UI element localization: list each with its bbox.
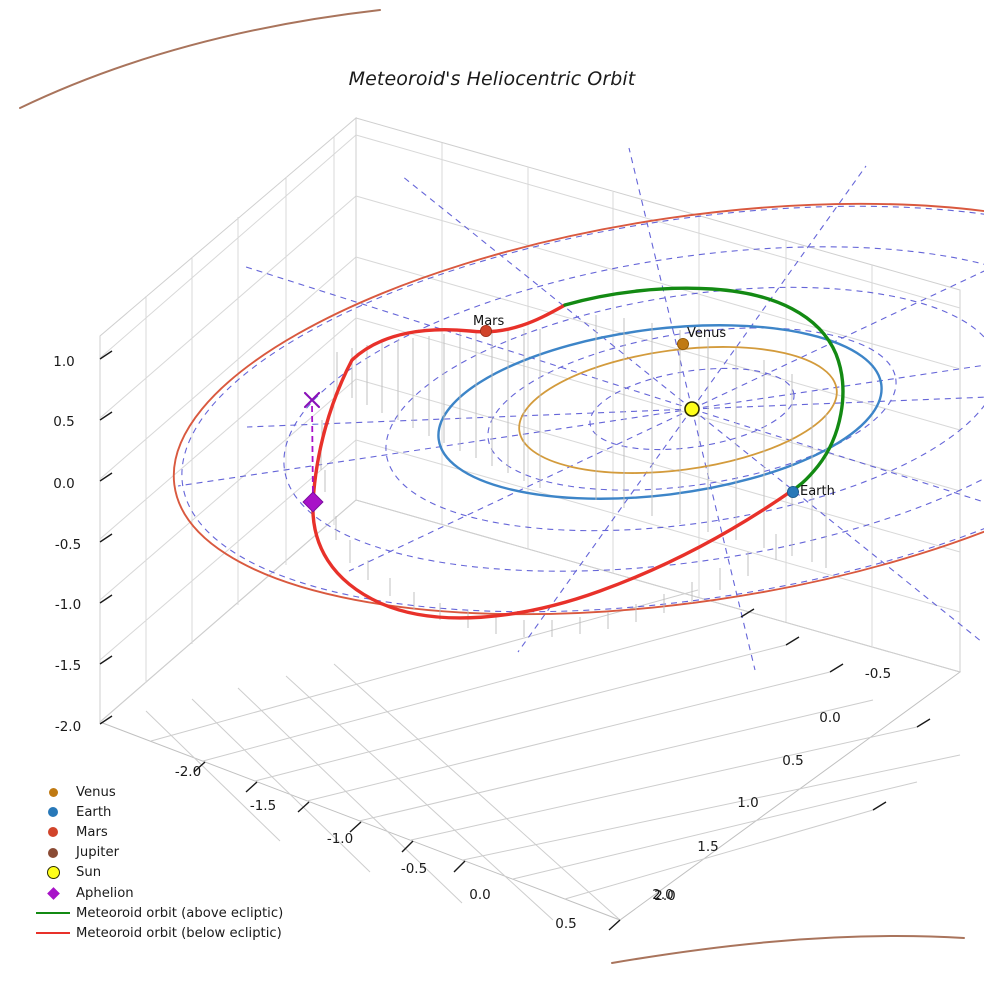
jupiter-dot-icon <box>30 847 76 858</box>
legend-item-sun[interactable]: Sun <box>30 863 330 883</box>
y-tick-label: -0.5 <box>864 666 892 682</box>
aphelion-group <box>302 391 324 513</box>
legend-label: Aphelion <box>76 885 134 901</box>
z-tick-label: 1.0 <box>53 354 75 370</box>
z-tick-label: -2.0 <box>54 719 82 735</box>
z-tick-label: -1.0 <box>54 597 82 613</box>
z-tick-label: 0.0 <box>53 476 75 492</box>
legend-item-earth[interactable]: Earth <box>30 802 330 822</box>
x-tick-label: 0.5 <box>555 916 577 932</box>
meteoroid-orbit-above <box>563 286 845 494</box>
legend-item-venus[interactable]: Venus <box>30 782 330 802</box>
earth-orbit <box>437 324 883 500</box>
mars-dot-icon <box>30 827 76 838</box>
x-tick-label: -2.0 <box>174 764 202 780</box>
meteoroid-orbit-below <box>311 303 792 620</box>
aphelion-marker <box>302 491 324 513</box>
mars-orbit <box>172 202 984 616</box>
red-line-icon <box>30 932 76 935</box>
earth-dot-icon <box>30 807 76 818</box>
axes-grid <box>99 116 962 921</box>
y-tick-label: 0.0 <box>819 710 841 726</box>
x-tick-label: 0.0 <box>469 887 491 903</box>
page-title: Meteoroid's Heliocentric Orbit <box>348 68 636 90</box>
legend-item-orbit-above[interactable]: Meteoroid orbit (above ecliptic) <box>30 903 330 923</box>
legend-label: Mars <box>76 824 108 840</box>
polar-grid <box>177 147 984 671</box>
legend-label: Venus <box>76 784 116 800</box>
venus-dot-icon <box>30 787 76 797</box>
sun-marker <box>684 401 700 417</box>
legend-label: Sun <box>76 865 102 881</box>
aphelion-diamond-icon <box>30 886 76 900</box>
left-wall-grid <box>99 116 357 724</box>
mars-marker <box>479 324 492 337</box>
jupiter-orbit <box>19 9 965 964</box>
orbit-stems <box>320 315 827 637</box>
earth-marker <box>787 485 800 498</box>
sun-dot-icon <box>30 866 76 880</box>
legend-item-orbit-below[interactable]: Meteoroid orbit (below ecliptic) <box>30 923 330 943</box>
legend: Venus Earth Mars Jupiter Sun <box>30 782 330 944</box>
floor-grid <box>99 499 962 921</box>
venus-orbit <box>518 346 838 474</box>
z-tick-label: -0.5 <box>54 537 82 553</box>
earth-label: Earth <box>800 484 835 499</box>
axis-ticks <box>99 350 931 931</box>
venus-marker <box>677 337 690 350</box>
legend-item-aphelion[interactable]: Aphelion <box>30 883 330 903</box>
green-line-icon <box>30 912 76 915</box>
z-tick-label: -1.5 <box>54 658 82 674</box>
body-markers <box>479 324 800 498</box>
y-tick-label: 2.0 <box>652 887 674 903</box>
y-tick-label: 0.5 <box>782 753 804 769</box>
x-tick-label: 2.0 <box>654 888 676 904</box>
aphelion-projection-cross-icon <box>303 391 321 409</box>
x-tick-label: -1.5 <box>249 798 277 814</box>
legend-label: Earth <box>76 804 112 820</box>
legend-label: Jupiter <box>76 845 119 861</box>
aphelion-drop-line <box>311 402 314 503</box>
legend-label: Meteoroid orbit (above ecliptic) <box>76 905 284 921</box>
y-tick-label: 1.5 <box>697 839 719 855</box>
legend-item-mars[interactable]: Mars <box>30 822 330 842</box>
x-tick-label: -0.5 <box>400 861 428 877</box>
legend-item-jupiter[interactable]: Jupiter <box>30 843 330 863</box>
y-tick-label: 1.0 <box>737 795 759 811</box>
right-wall-grid <box>355 117 961 673</box>
venus-label: Venus <box>687 326 727 341</box>
x-tick-label: -1.0 <box>326 831 354 847</box>
legend-label: Meteoroid orbit (below ecliptic) <box>76 925 282 941</box>
z-tick-label: 0.5 <box>53 414 75 430</box>
mars-label: Mars <box>473 314 505 329</box>
